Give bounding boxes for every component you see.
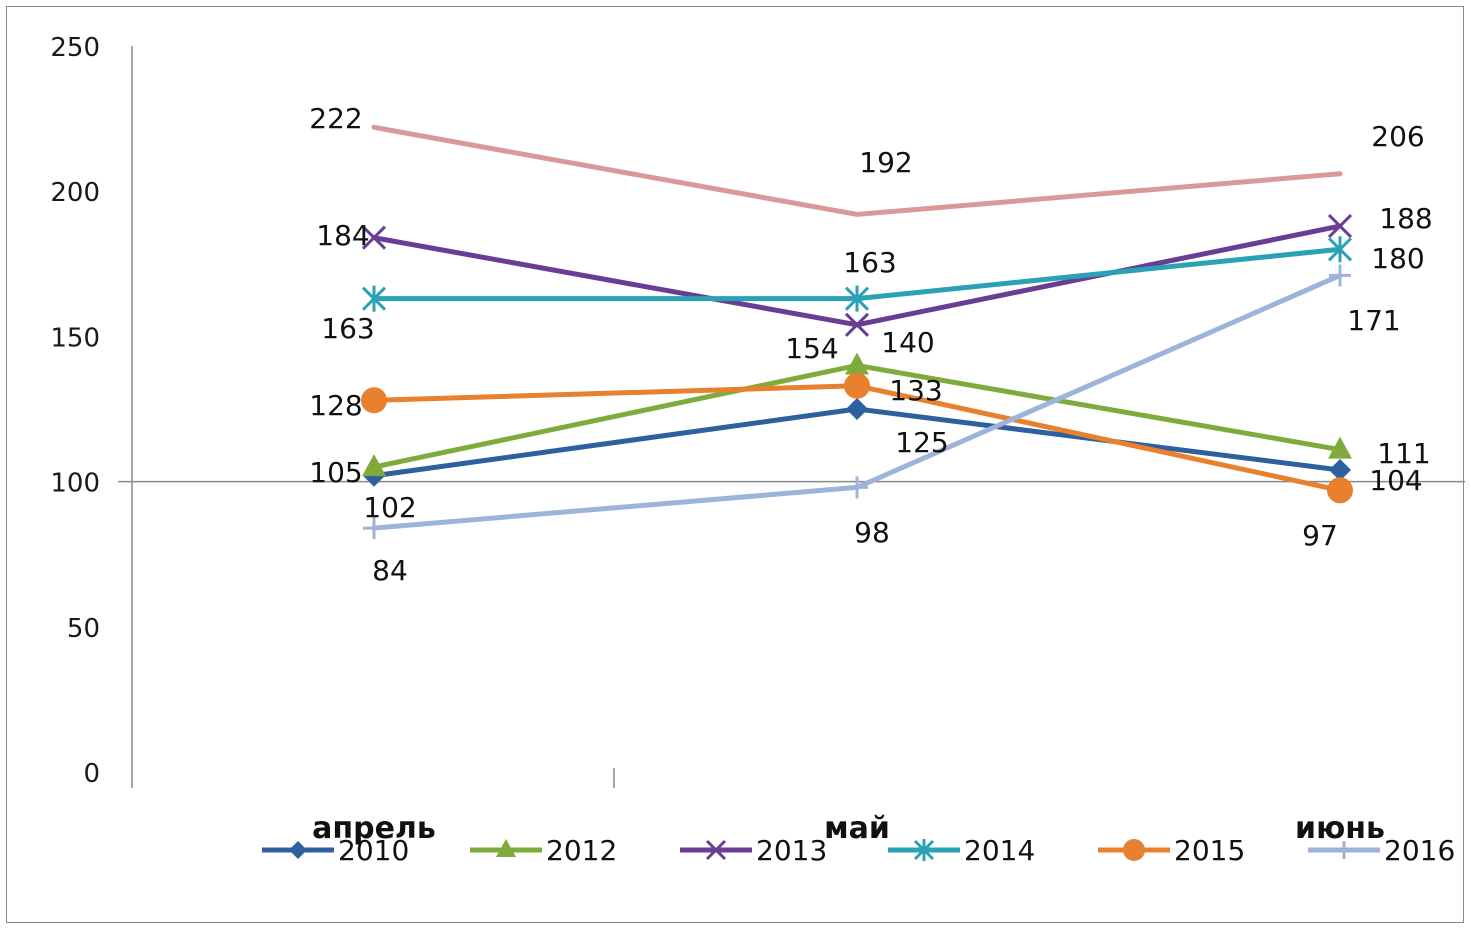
marker-asterisk <box>361 285 387 312</box>
data-label: 102 <box>363 491 416 524</box>
legend-item: 2014 <box>888 834 1035 867</box>
marker-circle <box>361 387 387 414</box>
marker-x-stroke <box>361 225 387 250</box>
legend-item: 2015 <box>1098 834 1245 867</box>
y-tick-label: 50 <box>67 614 100 644</box>
marker-plus <box>846 476 868 499</box>
marker-circle <box>844 372 870 399</box>
marker-x-stroke <box>844 312 870 337</box>
marker-circle <box>1327 477 1353 504</box>
marker-asterisk <box>844 285 870 312</box>
y-tick-label: 200 <box>50 178 100 208</box>
marker-x <box>1327 213 1353 239</box>
marker-plus <box>1335 841 1353 859</box>
category-label: июнь <box>1295 811 1385 846</box>
data-label: 180 <box>1371 242 1424 275</box>
data-label: 97 <box>1302 519 1338 552</box>
marker-asterisk <box>1327 236 1353 263</box>
data-label: 222 <box>309 102 362 135</box>
data-label: 206 <box>1371 120 1424 153</box>
marker-x <box>844 312 870 337</box>
y-tick-label: 0 <box>83 759 100 789</box>
legend-label: 2016 <box>1384 834 1455 867</box>
marker-x <box>361 225 387 250</box>
legend-label: 2015 <box>1174 834 1245 867</box>
category-label: май <box>824 811 890 846</box>
marker-x-stroke <box>1327 213 1353 239</box>
chart-frame <box>6 6 1464 923</box>
marker-x <box>705 839 727 861</box>
data-label: 188 <box>1379 202 1432 235</box>
marker-triangle <box>1328 436 1352 459</box>
legend-label: 2012 <box>546 834 617 867</box>
legend-item: 2012 <box>470 834 617 867</box>
data-label: 163 <box>843 246 896 279</box>
legend-label: 2013 <box>756 834 827 867</box>
marker-plus <box>1329 264 1351 287</box>
marker-diamond <box>1329 458 1351 481</box>
legend-label: 2014 <box>964 834 1035 867</box>
legend-item: 2013 <box>680 834 827 867</box>
marker-x-stroke <box>705 839 727 861</box>
marker-triangle <box>362 454 386 477</box>
marker-asterisk <box>913 839 935 861</box>
marker-circle <box>1123 839 1145 861</box>
data-label: 84 <box>372 554 408 587</box>
marker-triangle <box>496 839 516 857</box>
marker-plus <box>363 517 385 540</box>
y-tick-label: 100 <box>50 469 100 499</box>
data-label: 133 <box>889 374 942 407</box>
data-label: 171 <box>1347 304 1400 337</box>
marker-diamond <box>846 398 868 420</box>
data-label: 125 <box>895 426 948 459</box>
legend-item: 2010 <box>262 834 409 867</box>
data-label: 104 <box>1369 464 1422 497</box>
data-label: 192 <box>859 146 912 179</box>
data-label: 105 <box>309 456 362 489</box>
data-label: 111 <box>1377 437 1430 470</box>
data-label: 163 <box>321 312 374 345</box>
y-tick-label: 250 <box>50 33 100 63</box>
marker-diamond <box>289 841 307 859</box>
legend-item: 2016 <box>1308 834 1455 867</box>
series-line-unnamed <box>371 124 1343 217</box>
data-label: 98 <box>854 516 890 549</box>
legend-label: 2010 <box>338 834 409 867</box>
y-tick-label: 150 <box>50 323 100 353</box>
category-label: апрель <box>312 811 436 846</box>
data-label: 184 <box>316 219 369 252</box>
data-label: 154 <box>785 332 838 365</box>
data-label: 128 <box>309 389 362 422</box>
data-label: 140 <box>881 326 934 359</box>
marker-triangle <box>845 352 869 375</box>
